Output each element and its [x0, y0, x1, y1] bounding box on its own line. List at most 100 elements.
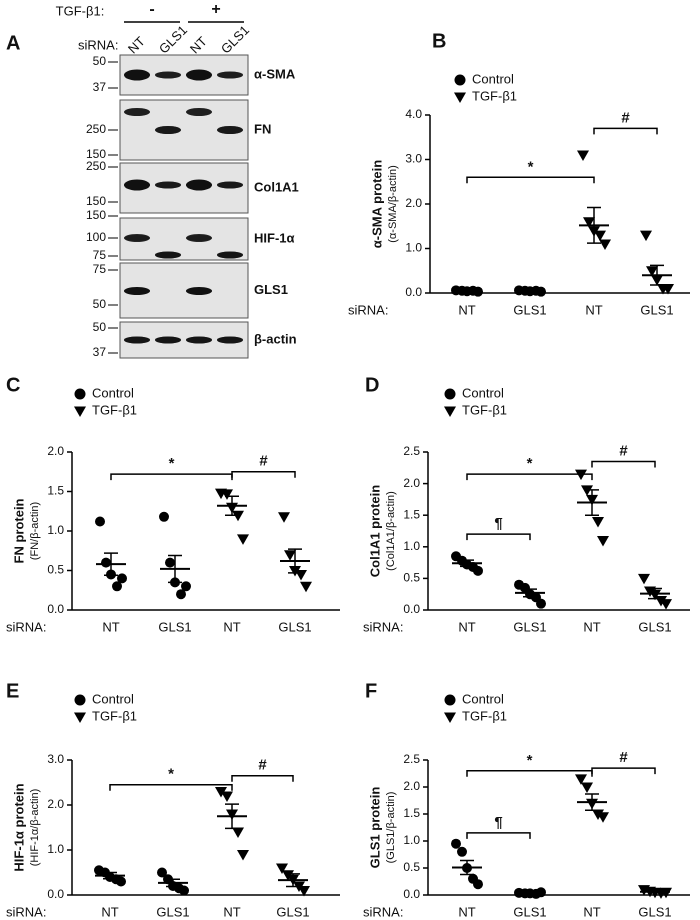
data-point — [660, 599, 672, 610]
data-point — [101, 557, 111, 568]
significance-bracket — [593, 127, 658, 135]
x-axis-title: siRNA: — [6, 904, 46, 919]
significance-bracket — [466, 533, 531, 541]
data-point — [581, 782, 593, 793]
x-tick-label: GLS1 — [513, 619, 546, 634]
x-tick-label: GLS1 — [638, 904, 671, 919]
protein-label: GLS1 — [254, 282, 288, 297]
data-point — [646, 266, 658, 277]
y-tick-label: 1.5 — [47, 484, 64, 498]
data-point — [473, 879, 483, 890]
y-tick-label: 0.0 — [405, 285, 422, 299]
legend-marker — [74, 694, 86, 706]
y-tick-label: 2.0 — [47, 797, 64, 811]
panel-letter: C — [6, 374, 20, 396]
blot-band — [155, 181, 181, 189]
x-axis-title: siRNA: — [363, 619, 403, 634]
data-point — [592, 809, 604, 820]
y-tick-label: 2.5 — [403, 444, 420, 458]
significance-label: * — [527, 455, 533, 472]
x-tick-label: GLS1 — [638, 619, 671, 634]
data-point — [176, 589, 186, 600]
sem-bar — [650, 264, 664, 286]
y-tick-label: 1.5 — [403, 806, 420, 820]
y-axis-subtitle: (α-SMA/β-actin) — [387, 165, 399, 242]
sem-bar — [460, 859, 474, 876]
y-tick-label: 0.0 — [47, 602, 64, 616]
x-tick-label: NT — [583, 904, 600, 919]
blot-band — [186, 179, 212, 191]
data-point — [276, 863, 288, 874]
legend-marker — [444, 712, 456, 723]
panel-letter: D — [365, 374, 379, 396]
data-point — [300, 581, 312, 593]
blot-band — [186, 69, 212, 81]
blot-band — [124, 69, 150, 81]
data-point — [298, 886, 310, 897]
blot-band — [186, 287, 212, 295]
legend-marker — [74, 388, 86, 400]
mw-marker: 250 — [86, 159, 106, 173]
sem-bar — [523, 289, 537, 292]
blot-band — [217, 336, 243, 344]
x-tick-label: NT — [458, 904, 475, 919]
sem-bar — [168, 554, 182, 584]
data-point — [221, 489, 233, 500]
blot-band — [155, 71, 181, 79]
sem-bar — [288, 548, 302, 574]
blot-band — [186, 336, 212, 344]
legend-label: TGF-β1 — [92, 402, 137, 417]
x-tick-label: NT — [583, 619, 600, 634]
y-tick-label: 1.5 — [403, 507, 420, 521]
sem-bar — [104, 552, 118, 576]
significance-label: ¶ — [494, 515, 502, 532]
lane-label: GLS1 — [156, 22, 190, 56]
data-point — [575, 774, 587, 785]
blot-band — [186, 234, 212, 242]
significance-label: # — [619, 749, 628, 766]
significance-bracket — [591, 460, 656, 468]
significance-label: * — [527, 752, 533, 769]
x-tick-label: NT — [223, 619, 240, 634]
data-point — [179, 885, 189, 896]
x-tick-label: NT — [223, 904, 240, 919]
sem-bar — [460, 289, 474, 292]
legend-marker — [454, 74, 466, 86]
sem-bar — [103, 871, 117, 880]
x-axis-title: siRNA: — [6, 619, 46, 634]
significance-label: # — [619, 442, 628, 459]
legend-marker — [454, 92, 466, 103]
y-tick-label: 3.0 — [405, 152, 422, 166]
y-axis-title: Col1A1 protein — [367, 485, 382, 578]
blot-band — [217, 251, 243, 259]
x-tick-label: NT — [458, 619, 475, 634]
significance-bracket — [109, 784, 233, 791]
data-point — [451, 838, 461, 849]
panel-letter: A — [6, 32, 20, 54]
data-point — [165, 557, 175, 568]
x-tick-label: GLS1 — [278, 619, 311, 634]
legend-label: TGF-β1 — [462, 402, 507, 417]
blot-band — [124, 287, 150, 295]
data-point — [159, 511, 169, 522]
data-point — [116, 876, 126, 887]
legend-marker — [444, 388, 456, 400]
y-axis-subtitle: (GLS1/β-actin) — [385, 792, 397, 864]
blot-band — [186, 108, 212, 116]
y-axis-subtitle: (HIF-1α/β-actin) — [29, 789, 41, 866]
y-tick-label: 1.0 — [403, 539, 420, 553]
x-tick-label: GLS1 — [513, 302, 546, 317]
lane-label: NT — [187, 34, 210, 57]
x-tick-label: NT — [101, 904, 118, 919]
data-point — [181, 581, 191, 592]
y-tick-label: 0.5 — [403, 571, 420, 585]
data-point — [594, 230, 606, 242]
mw-marker: 50 — [93, 320, 107, 334]
lane-label: GLS1 — [218, 22, 252, 56]
sem-bar — [587, 206, 601, 244]
legend-marker — [74, 406, 86, 417]
sem-bar — [585, 489, 599, 516]
data-point — [599, 239, 611, 251]
sem-bar — [648, 890, 662, 894]
mw-marker: 100 — [86, 230, 106, 244]
